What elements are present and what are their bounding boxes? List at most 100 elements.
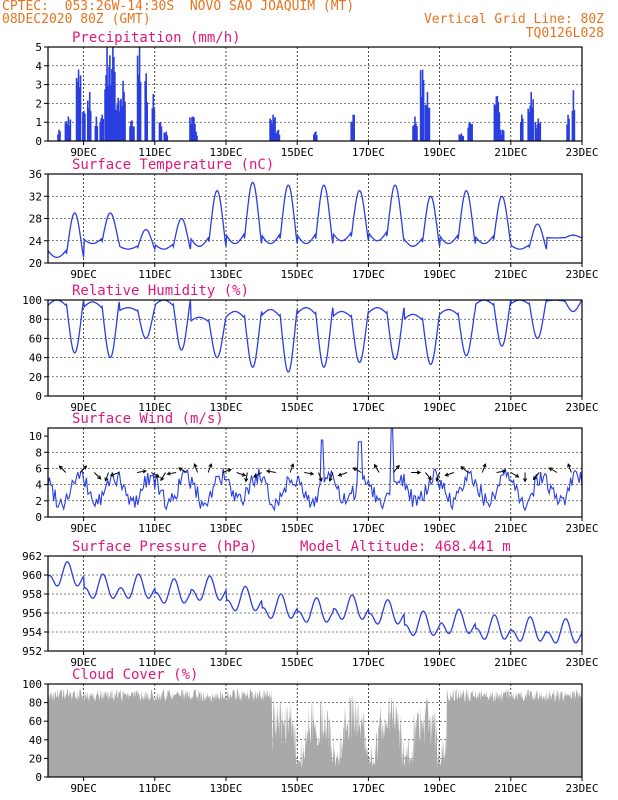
panel-title: Cloud Cover (%) bbox=[72, 667, 198, 683]
precip-bar bbox=[68, 125, 71, 141]
wind-arrow bbox=[79, 465, 87, 473]
precip-bar bbox=[275, 133, 278, 141]
wind-arrow bbox=[424, 472, 432, 480]
wind-arrow-head bbox=[142, 469, 147, 474]
wind-arrow bbox=[510, 472, 519, 478]
precip-bar bbox=[136, 55, 139, 141]
y-tick-label: 60 bbox=[29, 715, 42, 728]
wind-arrow bbox=[236, 472, 246, 477]
precip-bar bbox=[315, 131, 317, 141]
wind-arrow bbox=[150, 472, 160, 478]
precip-bar bbox=[96, 126, 99, 141]
precip-bar bbox=[567, 114, 569, 141]
precip-bar bbox=[87, 108, 90, 141]
x-tick-label: 13DEC bbox=[209, 268, 242, 281]
panel-0 bbox=[44, 46, 583, 145]
precip-bar bbox=[498, 112, 501, 141]
precip-bar bbox=[271, 123, 273, 141]
y-tick-label: 6 bbox=[35, 462, 42, 475]
y-tick-label: 36 bbox=[29, 168, 42, 181]
y-tick-label: 20 bbox=[29, 371, 42, 384]
wind-arrow bbox=[392, 465, 400, 473]
precip-bar bbox=[79, 75, 82, 141]
x-tick-label: 21DEC bbox=[494, 401, 527, 414]
x-tick-label: 17DEC bbox=[352, 782, 385, 795]
precip-bar bbox=[415, 123, 417, 141]
panel-frame bbox=[47, 173, 583, 264]
x-tick-label: 21DEC bbox=[494, 146, 527, 159]
precip-bar bbox=[82, 112, 84, 141]
x-tick-label: 13DEC bbox=[209, 522, 242, 535]
x-tick-label: 19DEC bbox=[423, 146, 456, 159]
precip-bar bbox=[113, 56, 115, 141]
wind-arrow bbox=[533, 472, 540, 480]
precip-bar bbox=[115, 110, 118, 141]
wind-arrow-head bbox=[104, 477, 109, 482]
panel-frame bbox=[47, 427, 583, 518]
precip-bar bbox=[501, 129, 504, 141]
precip-bar bbox=[108, 66, 110, 141]
x-tick-label: 15DEC bbox=[281, 268, 314, 281]
precip-bar bbox=[414, 116, 416, 141]
precip-bar bbox=[194, 123, 196, 141]
precip-bar bbox=[159, 122, 162, 141]
precip-bar bbox=[101, 114, 103, 141]
precip-bar bbox=[469, 122, 471, 141]
precip-bar bbox=[158, 122, 161, 141]
precip-bar bbox=[99, 121, 102, 141]
precip-bar bbox=[58, 129, 60, 141]
wind-arrow bbox=[338, 472, 348, 477]
precip-bar bbox=[118, 111, 121, 141]
y-tick-label: 952 bbox=[22, 645, 42, 658]
wind-arrow-head bbox=[395, 464, 400, 470]
precip-bar bbox=[352, 114, 354, 141]
wind-arrow-head bbox=[522, 478, 528, 483]
wind-arrow-head bbox=[318, 477, 323, 482]
precip-bar bbox=[313, 134, 315, 141]
precip-bar bbox=[152, 94, 155, 141]
precip-bar bbox=[534, 121, 537, 141]
wind-arrow bbox=[329, 472, 334, 482]
x-tick-label: 9DEC bbox=[70, 656, 97, 669]
wind-arrow-head bbox=[515, 473, 520, 478]
wind-arrow bbox=[178, 467, 188, 473]
precip-bar bbox=[521, 118, 524, 141]
wind-arrow-head bbox=[208, 463, 213, 468]
precip-bar bbox=[528, 112, 530, 141]
precip-bar bbox=[537, 118, 540, 141]
precip-bar bbox=[145, 73, 148, 141]
wind-arrow-head bbox=[501, 469, 507, 474]
precip-bar bbox=[532, 99, 534, 141]
x-tick-label: 15DEC bbox=[281, 782, 314, 795]
x-tick-label: 21DEC bbox=[494, 656, 527, 669]
precip-bar bbox=[66, 124, 69, 141]
precip-bar bbox=[189, 117, 191, 141]
precip-bar bbox=[95, 116, 98, 141]
wind-arrow-head bbox=[241, 472, 247, 477]
precip-bar bbox=[462, 136, 465, 141]
precip-bar bbox=[278, 134, 281, 141]
x-tick-label: 15DEC bbox=[281, 146, 314, 159]
x-tick-label: 11DEC bbox=[138, 782, 171, 795]
wind-arrow-head bbox=[444, 472, 449, 477]
y-tick-label: 2 bbox=[35, 97, 42, 110]
wind-arrow-head bbox=[109, 472, 115, 477]
wind-arrow bbox=[318, 472, 323, 482]
precip-bar bbox=[112, 47, 114, 141]
precip-bar bbox=[494, 105, 497, 141]
panel-title: Surface Wind (m/s) bbox=[72, 411, 224, 427]
precip-bar bbox=[427, 107, 430, 141]
precip-bar bbox=[351, 121, 353, 141]
header-station: CPTEC: 053:26W-14:30S NOVO SAO JOAQUIM (… bbox=[2, 0, 355, 14]
wind-arrow bbox=[193, 463, 198, 473]
precip-bar bbox=[497, 102, 500, 141]
wind-arrow-head bbox=[290, 463, 295, 468]
temperature-series bbox=[47, 181, 583, 259]
y-tick-label: 2 bbox=[35, 495, 42, 508]
wind-arrow-head bbox=[178, 467, 183, 472]
precip-bar bbox=[100, 118, 103, 141]
precip-bar bbox=[76, 81, 79, 141]
precip-bar bbox=[416, 126, 418, 141]
precip-bar bbox=[57, 134, 59, 141]
